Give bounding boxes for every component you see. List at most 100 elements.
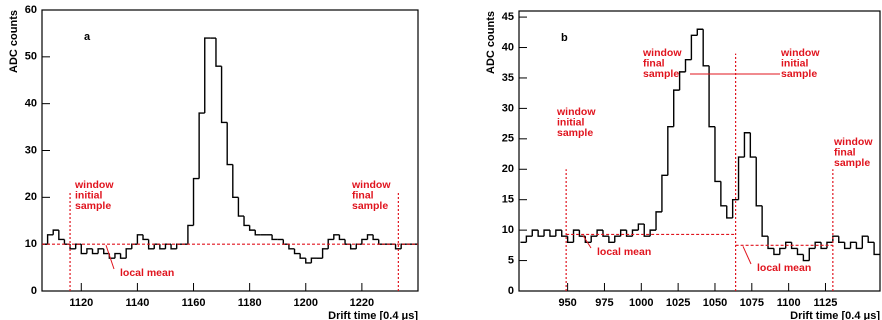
x-tick-label: 1180: [238, 297, 262, 309]
step-bin: [572, 229, 580, 243]
step-bin: [394, 244, 402, 250]
x-tick-label: 1200: [294, 297, 318, 309]
step-bin: [614, 235, 621, 243]
step-bin: [192, 177, 200, 226]
panel-label: a: [84, 31, 91, 43]
step-bin: [204, 37, 211, 114]
step-bin: [131, 243, 138, 249]
step-bin: [321, 248, 329, 259]
annotation: local mean: [120, 267, 174, 279]
step-bin: [649, 229, 657, 237]
step-bin: [69, 244, 76, 250]
step-bin: [187, 224, 194, 245]
step-bin: [702, 29, 710, 67]
step-bin: [655, 211, 662, 231]
step-bin: [333, 234, 340, 240]
y-tick-label: 15: [502, 194, 514, 206]
y-axis-label: ADC counts: [485, 11, 497, 74]
annotation: window: [556, 106, 596, 118]
step-bin: [861, 235, 869, 249]
annotation: window: [833, 136, 873, 148]
step-bin: [282, 239, 289, 245]
step-bin: [590, 235, 598, 243]
step-bin: [867, 236, 875, 244]
step-bin: [784, 241, 792, 249]
annotation: sample: [834, 157, 870, 169]
step-bin: [696, 28, 704, 36]
step-bin: [310, 257, 317, 263]
y-tick-label: 45: [502, 11, 514, 23]
step-bin: [743, 132, 751, 158]
pointer: [582, 235, 592, 249]
pointer: [105, 245, 115, 270]
step-bin: [164, 243, 172, 249]
y-tick-label: 25: [502, 133, 514, 145]
step-bin: [525, 235, 533, 243]
step-bin: [761, 205, 769, 237]
x-tick-label: 1220: [350, 297, 374, 309]
annotation: final: [834, 146, 856, 158]
x-tick-label: 1075: [740, 297, 764, 309]
y-tick-label: 30: [502, 102, 514, 114]
step-bin: [305, 258, 312, 264]
step-bin: [673, 89, 680, 127]
annotation: initial: [557, 116, 585, 128]
step-bin: [170, 244, 177, 250]
step-bin: [366, 234, 374, 240]
step-bin: [243, 216, 250, 227]
step-bin: [254, 230, 261, 236]
step-bin: [631, 229, 639, 237]
annotation: sample: [781, 68, 817, 80]
step-bin: [578, 230, 586, 237]
step-bin: [855, 242, 863, 250]
y-tick-label: 50: [25, 51, 37, 63]
step-bin: [531, 229, 539, 237]
step-bin: [58, 230, 65, 241]
step-bin: [52, 229, 59, 235]
step-bin: [136, 234, 144, 245]
step-bin: [849, 241, 857, 249]
step-bin: [802, 254, 810, 262]
x-tick-label: 1000: [629, 297, 653, 309]
y-tick-label: 60: [25, 4, 37, 16]
annotation: local mean: [757, 262, 811, 274]
step-bin: [74, 243, 82, 249]
step-bin: [349, 244, 357, 250]
step-bin: [773, 248, 780, 256]
step-bin: [91, 248, 99, 255]
annotation: window: [642, 47, 682, 59]
step-bin: [220, 66, 228, 124]
step-bin: [619, 229, 627, 237]
step-bin: [602, 230, 609, 237]
annotation: final: [643, 57, 665, 69]
annotation: local mean: [597, 246, 651, 258]
step-bin: [232, 164, 239, 199]
step-bin: [293, 248, 301, 255]
y-tick-label: 20: [502, 163, 514, 175]
step-bin: [749, 132, 757, 158]
plot-frame: [518, 10, 881, 292]
step-bin: [661, 174, 668, 212]
step-bin: [814, 241, 822, 249]
x-tick-label: 1120: [69, 297, 93, 309]
step-bin: [684, 58, 692, 72]
pointer: [742, 246, 752, 265]
step-bin: [299, 253, 306, 259]
step-bin: [566, 236, 574, 244]
step-bin: [667, 125, 674, 176]
step-bin: [119, 253, 127, 259]
step-bin: [248, 225, 256, 231]
annotation: window: [780, 47, 820, 59]
y-tick-label: 40: [502, 41, 514, 53]
step-bin: [372, 234, 379, 241]
step-bin: [80, 244, 87, 255]
y-tick-label: 0: [31, 285, 37, 297]
annotation: sample: [352, 200, 388, 212]
step-bin: [175, 243, 183, 249]
step-bin: [355, 243, 362, 249]
step-bin: [826, 241, 833, 249]
step-bin: [125, 248, 132, 259]
annotation: final: [352, 189, 374, 201]
step-bin: [198, 112, 205, 179]
step-bin: [561, 230, 568, 237]
